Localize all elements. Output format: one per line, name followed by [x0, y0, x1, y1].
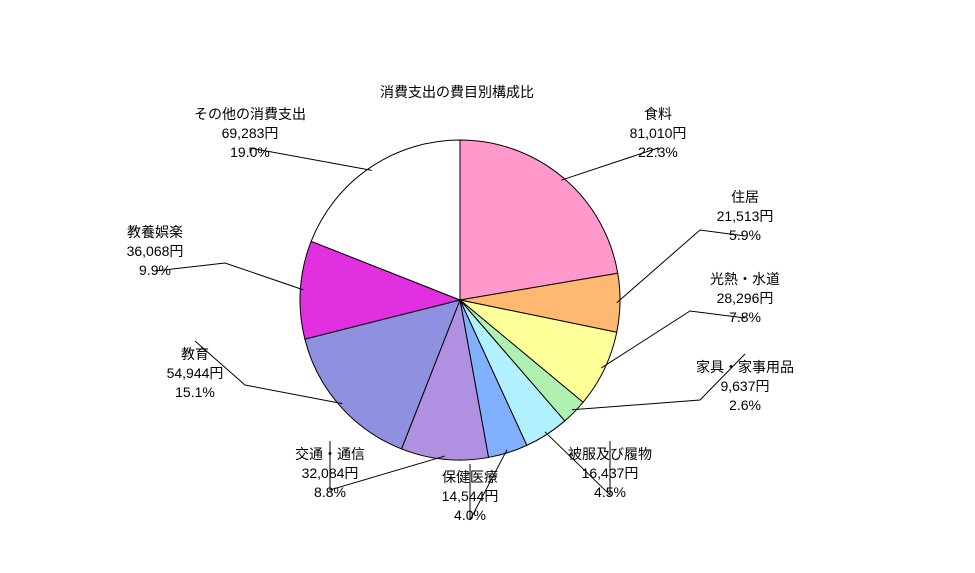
slice-name: 食料: [588, 105, 728, 124]
slice-value: 32,084円: [260, 464, 400, 483]
slice-label: その他の消費支出69,283円19.0%: [180, 105, 320, 162]
slice-value: 14,544円: [400, 487, 540, 506]
slice-name: 教育: [125, 345, 265, 364]
slice-percent: 5.9%: [675, 226, 815, 245]
slice-label: 保健医療14,544円4.0%: [400, 468, 540, 525]
slice-percent: 7.8%: [675, 308, 815, 327]
slice-value: 54,944円: [125, 364, 265, 383]
slice-label: 教養娯楽36,068円9.9%: [85, 223, 225, 280]
slice-name: 光熱・水道: [675, 270, 815, 289]
slice-name: 住居: [675, 188, 815, 207]
slice-label: 交通・通信32,084円8.8%: [260, 445, 400, 502]
slice-label: 住居21,513円5.9%: [675, 188, 815, 245]
slice-name: 保健医療: [400, 468, 540, 487]
slice-percent: 15.1%: [125, 383, 265, 402]
slice-percent: 2.6%: [675, 396, 815, 415]
slice-value: 36,068円: [85, 242, 225, 261]
slice-value: 28,296円: [675, 289, 815, 308]
slice-label: 食料81,010円22.3%: [588, 105, 728, 162]
pie-slice: [460, 140, 618, 300]
slice-name: 交通・通信: [260, 445, 400, 464]
slice-percent: 8.8%: [260, 483, 400, 502]
slice-name: 教養娯楽: [85, 223, 225, 242]
slice-value: 81,010円: [588, 124, 728, 143]
slice-name: 家具・家事用品: [675, 358, 815, 377]
slice-percent: 22.3%: [588, 143, 728, 162]
chart-title: 消費支出の費目別構成比: [380, 82, 534, 102]
pie-chart: 消費支出の費目別構成比 食料81,010円22.3% 住居21,513円5.9% 光…: [0, 0, 975, 573]
slice-label: 被服及び履物16,437円4.5%: [540, 445, 680, 502]
slice-label: 光熱・水道28,296円7.8%: [675, 270, 815, 327]
slice-name: その他の消費支出: [180, 105, 320, 124]
slice-percent: 4.5%: [540, 483, 680, 502]
slice-label: 家具・家事用品9,637円2.6%: [675, 358, 815, 415]
slice-percent: 9.9%: [85, 261, 225, 280]
slice-percent: 4.0%: [400, 506, 540, 525]
slice-name: 被服及び履物: [540, 445, 680, 464]
slice-value: 16,437円: [540, 464, 680, 483]
slice-value: 9,637円: [675, 377, 815, 396]
slice-value: 69,283円: [180, 124, 320, 143]
slice-label: 教育54,944円15.1%: [125, 345, 265, 402]
slice-value: 21,513円: [675, 207, 815, 226]
slice-percent: 19.0%: [180, 143, 320, 162]
